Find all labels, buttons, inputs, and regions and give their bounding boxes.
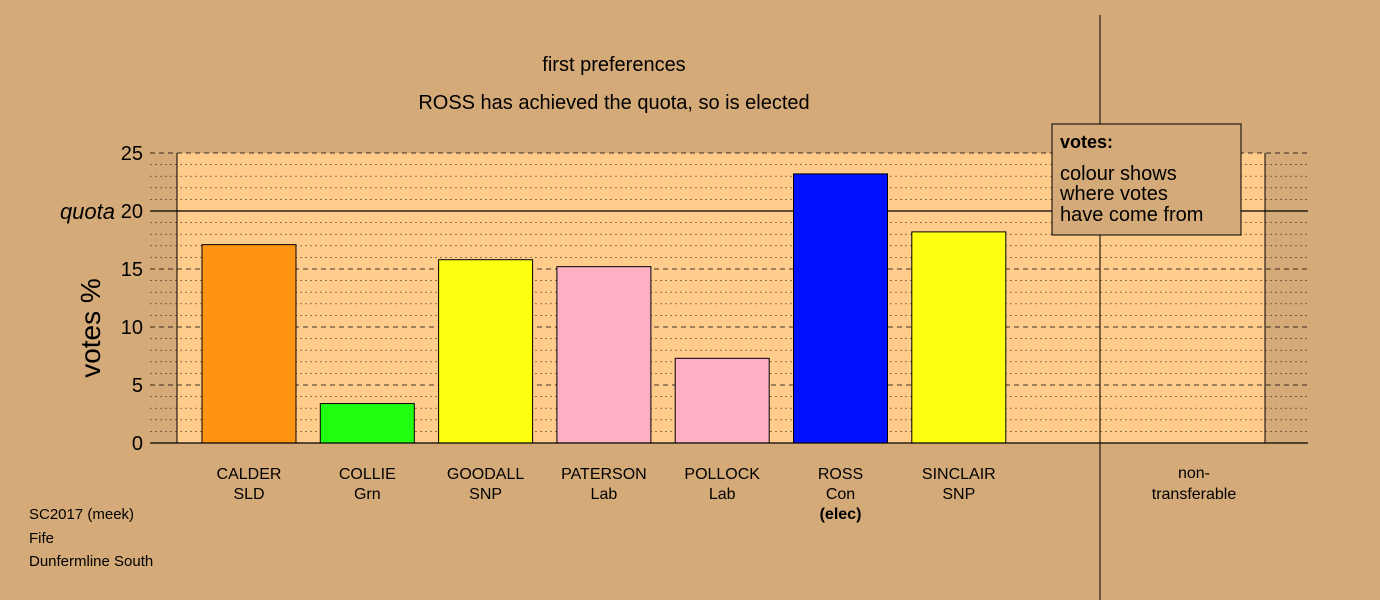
bar-ross — [793, 173, 888, 444]
legend-line-1: colour shows — [1060, 163, 1177, 185]
nontransferable-label-1: non- — [1178, 465, 1210, 482]
axes: 0 5 10 15 20 25 — [121, 143, 1308, 455]
bar-calder — [201, 244, 297, 444]
bar-pollock — [674, 357, 770, 444]
category-elected-label: (elec) — [820, 506, 862, 523]
y-tick-label: 15 — [121, 259, 143, 281]
y-tick-label: 5 — [132, 375, 143, 397]
legend-box — [1051, 123, 1242, 236]
category-party-label: Lab — [591, 486, 618, 503]
footer-election: SC2017 (meek) — [29, 506, 134, 523]
bar-paterson — [556, 266, 652, 444]
y-axis-label: votes % — [75, 278, 106, 378]
category-labels: CALDER SLD COLLIE Grn GOODALL SNP PATERSON Lab P… — [217, 466, 996, 523]
category-name-label: SINCLAIR — [922, 466, 996, 483]
legend-line-3: have come from — [1060, 204, 1203, 226]
bar-sinclair — [911, 231, 1007, 444]
footer-council: Fife — [29, 530, 54, 547]
category-party-label: Con — [826, 486, 855, 503]
y-tick-label: 10 — [121, 317, 143, 339]
category-name-label: POLLOCK — [684, 466, 760, 483]
bar-collie — [319, 403, 415, 444]
category-name-label: CALDER — [217, 466, 282, 483]
category-party-label: SNP — [469, 486, 502, 503]
chart-title: first preferences — [542, 54, 685, 76]
category-name-label: ROSS — [818, 466, 863, 483]
legend: votes: colour shows where votes have com… — [1051, 123, 1242, 236]
y-tick-label: 0 — [132, 433, 143, 455]
y-tick-label: 20 — [121, 201, 143, 223]
category-name-label: COLLIE — [339, 466, 396, 483]
category-party-label: SNP — [942, 486, 975, 503]
y-tick-label: 25 — [121, 143, 143, 165]
quota-label: quota — [60, 199, 115, 224]
category-party-label: Lab — [709, 486, 736, 503]
legend-line-2: where votes — [1059, 183, 1168, 205]
footer-ward: Dunfermline South — [29, 553, 153, 570]
nontransferable-label-2: transferable — [1152, 486, 1237, 503]
category-name-label: GOODALL — [447, 466, 524, 483]
bars — [201, 173, 1007, 444]
bar-goodall — [438, 259, 534, 444]
category-name-label: PATERSON — [561, 466, 647, 483]
category-party-label: SLD — [233, 486, 264, 503]
category-party-label: Grn — [354, 486, 381, 503]
legend-title: votes: — [1060, 132, 1113, 152]
chart-subtitle: ROSS has achieved the quota, so is elect… — [418, 92, 809, 114]
